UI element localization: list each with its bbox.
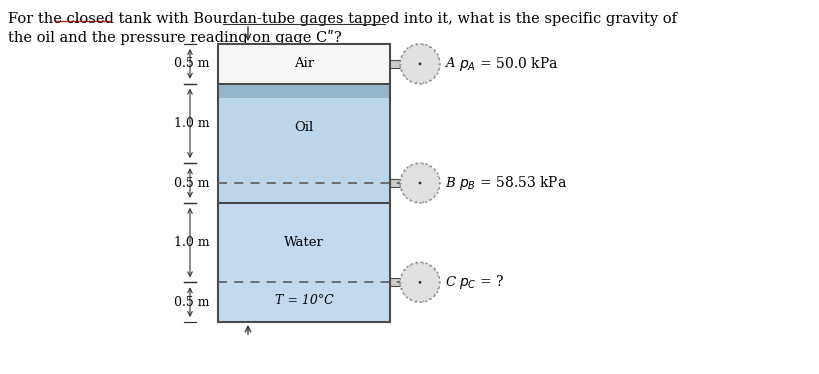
Text: 0.5 m: 0.5 m bbox=[174, 57, 210, 70]
Text: the oil and the pressure reading on gage Cʺ?: the oil and the pressure reading on gage… bbox=[8, 30, 342, 45]
Bar bbox=[218, 163, 390, 203]
Circle shape bbox=[418, 62, 421, 65]
Bar bbox=[218, 44, 390, 84]
Text: $p_A$ = 50.0 kPa: $p_A$ = 50.0 kPa bbox=[459, 55, 558, 73]
Text: 1.0 m: 1.0 m bbox=[174, 236, 210, 249]
Bar bbox=[218, 84, 390, 163]
Bar bbox=[218, 44, 390, 322]
Text: Air: Air bbox=[293, 57, 314, 70]
Bar bbox=[390, 60, 400, 68]
Text: Oil: Oil bbox=[294, 121, 313, 134]
Text: For the closed tank with Bourdan-tube gages tapped into it, what is the specific: For the closed tank with Bourdan-tube ga… bbox=[8, 12, 676, 26]
Text: Water: Water bbox=[283, 236, 324, 249]
Bar bbox=[218, 203, 390, 322]
Text: $p_C$ = ?: $p_C$ = ? bbox=[459, 273, 504, 291]
Text: A: A bbox=[445, 57, 454, 70]
Circle shape bbox=[418, 182, 421, 184]
Text: 0.5 m: 0.5 m bbox=[174, 177, 210, 190]
Bar bbox=[390, 179, 400, 187]
Circle shape bbox=[400, 262, 440, 302]
Circle shape bbox=[400, 163, 440, 203]
Text: C: C bbox=[445, 276, 455, 289]
Circle shape bbox=[400, 44, 440, 84]
Bar bbox=[390, 278, 400, 286]
Text: $p_B$ = 58.53 kPa: $p_B$ = 58.53 kPa bbox=[459, 174, 567, 192]
Circle shape bbox=[418, 281, 421, 284]
Text: 1.0 m: 1.0 m bbox=[174, 117, 210, 130]
Text: B: B bbox=[445, 177, 455, 190]
Text: 0.5 m: 0.5 m bbox=[174, 295, 210, 309]
Bar bbox=[218, 84, 390, 98]
Text: T = 10°C: T = 10°C bbox=[274, 294, 333, 307]
